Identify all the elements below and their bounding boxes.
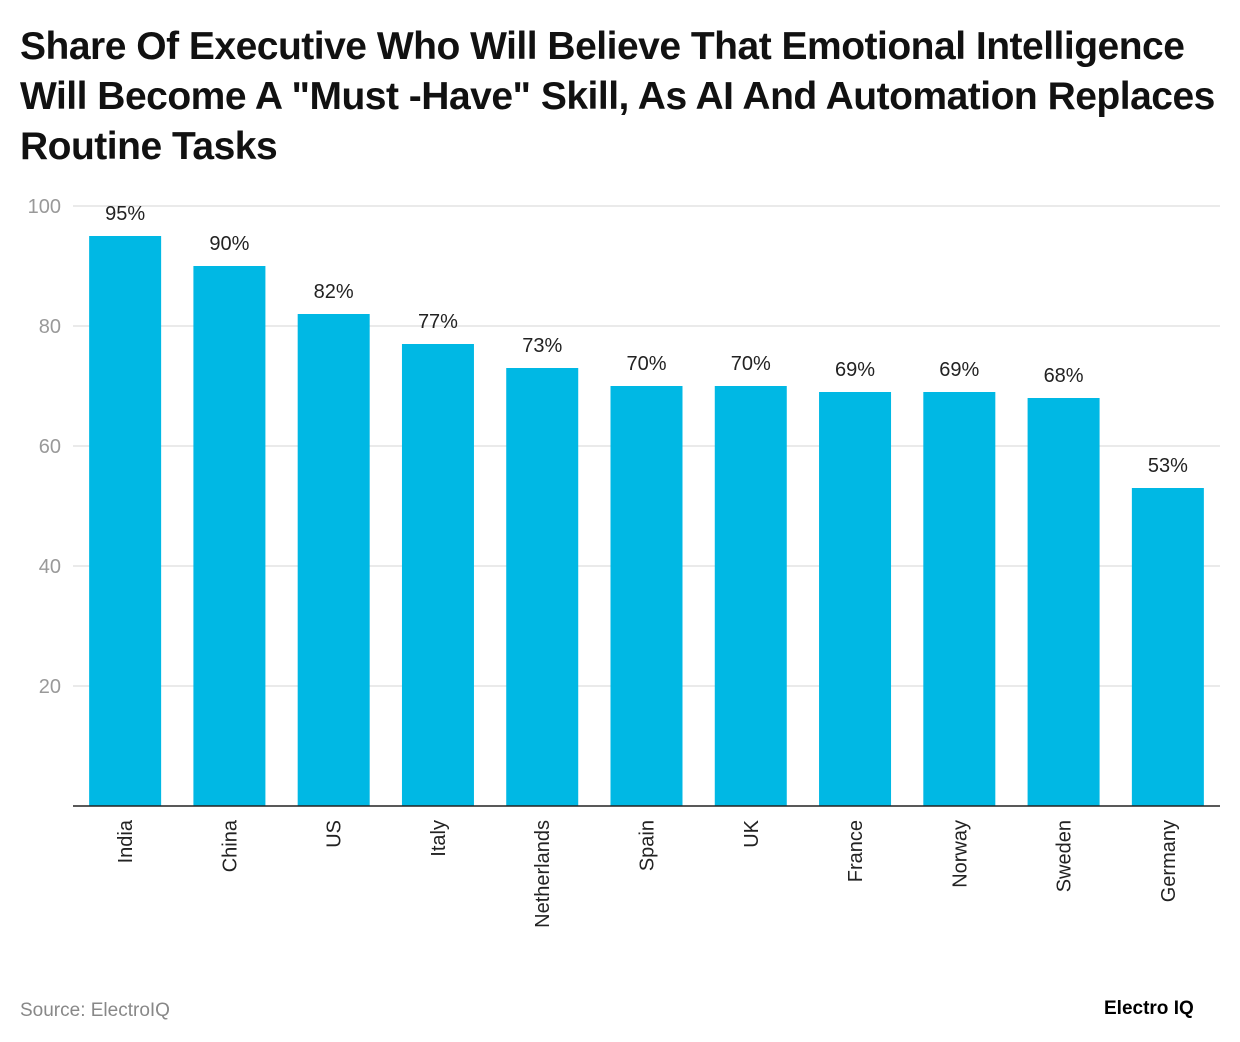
x-tick-label: US	[324, 820, 346, 848]
data-label: 70%	[626, 353, 666, 375]
x-tick-label: India	[115, 819, 137, 863]
bar	[819, 392, 892, 806]
bar	[923, 392, 996, 806]
chart-title: Share Of Executive Who Will Believe That…	[20, 25, 1215, 168]
electroiq-logo: Electro IQ	[1104, 998, 1194, 1019]
x-tick-label: Italy	[428, 820, 450, 857]
bar	[193, 266, 266, 806]
x-tick-label: China	[219, 819, 241, 872]
bar	[297, 314, 370, 806]
bar	[714, 386, 787, 806]
x-tick-label: Spain	[637, 820, 659, 871]
data-label: 73%	[522, 335, 562, 357]
data-label: 53%	[1148, 455, 1188, 477]
bar	[1131, 488, 1204, 806]
data-label: 90%	[209, 233, 249, 255]
data-label: 95%	[105, 203, 145, 225]
x-tick-label: Netherlands	[532, 820, 554, 928]
bar	[89, 236, 162, 806]
data-label: 70%	[731, 353, 771, 375]
y-tick-label: 80	[39, 316, 61, 338]
source-note: Source: ElectroIQ	[20, 1000, 170, 1021]
y-tick-label: 60	[39, 436, 61, 458]
data-label: 77%	[418, 311, 458, 333]
data-label: 69%	[835, 359, 875, 381]
x-tick-label: UK	[741, 819, 763, 847]
x-tick-label: France	[845, 820, 867, 882]
x-tick-label: Norway	[949, 820, 971, 888]
bar	[1027, 398, 1100, 806]
y-tick-label: 20	[39, 676, 61, 698]
data-label: 69%	[939, 359, 979, 381]
bar	[610, 386, 683, 806]
bar	[506, 368, 579, 806]
data-label: 82%	[314, 281, 354, 303]
y-tick-label: 100	[28, 196, 61, 218]
x-tick-label: Sweden	[1054, 820, 1076, 892]
bar	[401, 344, 474, 806]
x-tick-label: Germany	[1158, 820, 1180, 902]
y-tick-label: 40	[39, 556, 61, 578]
data-label: 68%	[1044, 365, 1084, 387]
